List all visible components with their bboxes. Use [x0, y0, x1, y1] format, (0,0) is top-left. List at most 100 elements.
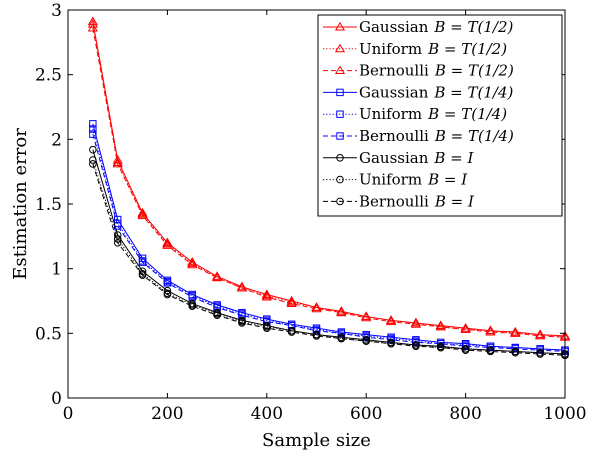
legend-label: Gaussian B = T(1/2) [359, 18, 514, 36]
legend-suffix: B = T(1/4) [434, 127, 514, 145]
x-tick-label: 600 [350, 404, 382, 424]
x-tick-label: 1000 [543, 404, 586, 424]
y-tick-label: 3 [51, 1, 62, 21]
data-point [236, 281, 248, 291]
data-point [337, 334, 346, 343]
data-point [89, 130, 97, 138]
data-point [460, 324, 471, 333]
legend-suffix: B = I [434, 192, 475, 210]
legend-prefix: Bernoulli [359, 62, 429, 80]
series-8 [89, 160, 569, 360]
data-point [261, 290, 272, 300]
data-point [137, 210, 148, 220]
legend-label: Gaussian B = I [359, 149, 475, 167]
data-point [113, 231, 122, 239]
legend-suffix: B = T(1/4) [433, 83, 513, 101]
legend-prefix: Gaussian [359, 149, 429, 167]
data-point [213, 311, 221, 320]
data-point [89, 145, 97, 154]
data-point [238, 319, 246, 327]
legend-prefix: Uniform [359, 171, 422, 189]
data-point [385, 315, 397, 324]
legend-label: Uniform B = I [359, 171, 468, 189]
legend-prefix: Uniform [359, 40, 422, 58]
data-point [385, 316, 397, 326]
data-point [113, 239, 122, 247]
legend-marker [336, 175, 344, 184]
data-point [486, 347, 495, 356]
data-point [511, 345, 519, 353]
legend-marker [336, 132, 344, 140]
legend-label: Bernoulli B = I [359, 192, 475, 210]
legend: Gaussian B = T(1/2)Uniform B = T(1/2)Berno… [317, 14, 563, 217]
legend-box [317, 14, 563, 217]
data-point [437, 339, 445, 348]
data-point [87, 19, 98, 28]
legend-suffix: B = T(1/2) [433, 18, 513, 36]
data-point [486, 343, 495, 352]
series-line [92, 163, 566, 356]
data-point [511, 348, 520, 357]
data-point [112, 158, 123, 168]
data-point [461, 346, 470, 354]
data-point [263, 324, 271, 332]
data-point [287, 328, 296, 336]
data-point [261, 291, 272, 301]
x-axis-label: Sample size [262, 430, 371, 451]
data-point [311, 303, 322, 313]
legend-label: Bernoulli B = T(1/4) [359, 127, 514, 145]
x-tick-label: 800 [449, 404, 481, 424]
y-tick-label: 2.5 [35, 66, 62, 86]
data-point [435, 321, 446, 331]
data-point [138, 271, 147, 279]
legend-label: Bernoulli B = T(1/2) [359, 62, 514, 80]
data-point [436, 343, 445, 352]
data-point [337, 329, 346, 338]
legend-suffix: B = I [427, 171, 468, 189]
legend-marker [334, 43, 346, 53]
data-point [412, 338, 420, 347]
legend-marker [336, 154, 344, 162]
series-line [92, 24, 566, 338]
y-tick-label: 0.5 [35, 324, 62, 344]
legend-label: Uniform B = T(1/4) [359, 105, 507, 123]
data-point [336, 306, 347, 315]
data-point [212, 272, 223, 282]
data-point [89, 120, 97, 128]
legend-marker [336, 110, 344, 118]
series-line [92, 28, 566, 338]
data-point [286, 297, 297, 306]
y-axis-label: Estimation error [10, 128, 31, 280]
x-tick-label: 400 [251, 404, 283, 424]
data-point [162, 240, 173, 249]
data-point [485, 326, 496, 336]
data-point [87, 22, 98, 32]
legend-suffix: B = T(1/2) [427, 40, 507, 58]
legend-prefix: Gaussian [359, 83, 429, 101]
y-tick-label: 1.5 [35, 195, 62, 215]
data-point [460, 322, 471, 332]
data-point [536, 350, 544, 358]
data-point [162, 238, 173, 248]
data-point [212, 271, 223, 280]
data-point [163, 279, 172, 287]
legend-marker [334, 21, 346, 31]
data-point [188, 302, 197, 310]
data-point [410, 319, 421, 328]
data-point [187, 258, 198, 267]
data-point [112, 157, 123, 167]
legend-prefix: Gaussian [359, 18, 429, 36]
series-2 [87, 22, 571, 341]
data-point [535, 330, 546, 340]
x-tick-label: 200 [151, 404, 183, 424]
series-line [92, 128, 566, 351]
data-point [138, 258, 147, 266]
data-point [362, 333, 370, 341]
data-point [362, 337, 371, 345]
legend-prefix: Uniform [359, 105, 422, 123]
data-point [336, 307, 347, 317]
data-point [187, 259, 198, 269]
data-point [89, 125, 97, 133]
data-point [387, 339, 395, 348]
